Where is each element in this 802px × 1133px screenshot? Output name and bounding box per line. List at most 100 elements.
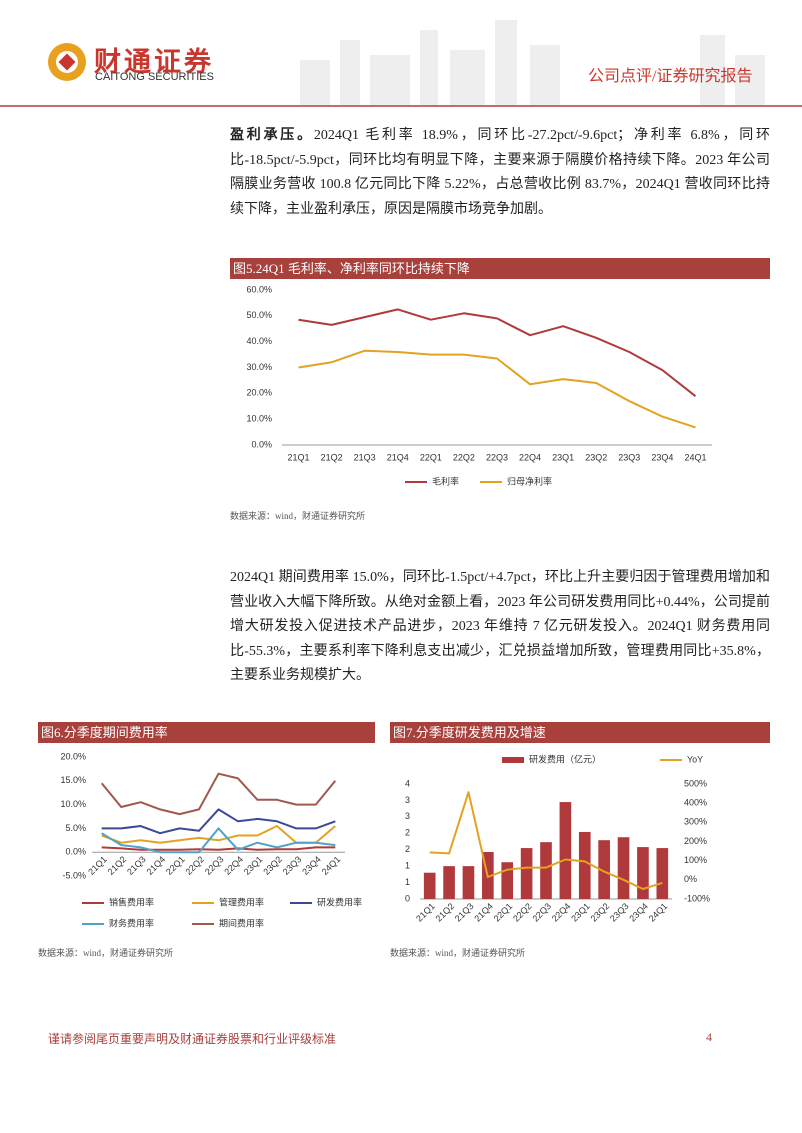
y-tick-label: 5.0% [65, 823, 86, 833]
series-line [298, 308, 697, 397]
x-tick-label: 23Q1 [569, 901, 592, 924]
legend-label: 管理费用率 [219, 896, 264, 907]
series-line [429, 791, 663, 890]
y-tick-label: -5.0% [62, 870, 86, 880]
disclaimer: 谨请参阅尾页重要声明及财通证券股票和行业评级标准 [48, 1032, 337, 1046]
legend-swatch [502, 757, 524, 763]
bar [501, 862, 514, 899]
x-tick-label: 24Q1 [320, 854, 343, 877]
legend-label: YoY [687, 754, 703, 764]
x-tick-label: 22Q4 [519, 452, 541, 462]
y-tick-label: 10.0% [246, 414, 272, 424]
chart-title: 图7.分季度研发费用及增速 [390, 722, 770, 743]
y-tick-label: 60.0% [246, 284, 272, 294]
y-tick-label: 0.0% [251, 439, 272, 449]
bar [617, 837, 630, 899]
x-tick-label: 22Q1 [164, 854, 187, 877]
x-tick-label: 23Q1 [552, 452, 574, 462]
y-tick-label: 50.0% [246, 310, 272, 320]
x-tick-label: 21Q3 [453, 901, 476, 924]
chart-title: 图5.24Q1 毛利率、净利率同环比持续下降 [230, 258, 770, 279]
y-tick-label: 3 [405, 795, 410, 805]
x-tick-label: 21Q2 [106, 854, 129, 877]
x-tick-label: 22Q1 [420, 452, 442, 462]
y-tick-label: 10.0% [60, 799, 86, 809]
page-number: 4 [706, 1030, 712, 1044]
y-tick-label: 1 [405, 861, 410, 871]
logo-cn: 财通证券 [94, 47, 214, 77]
source: 数据来源：wind，财通证券研究所 [390, 948, 526, 958]
x-tick-label: 23Q4 [627, 901, 650, 924]
x-tick-label: 23Q3 [281, 854, 304, 877]
x-tick-label: 23Q4 [651, 452, 673, 462]
x-tick-label: 22Q2 [183, 854, 206, 877]
x-tick-label: 23Q4 [300, 854, 323, 877]
x-tick-label: 22Q2 [511, 901, 534, 924]
x-tick-label: 22Q4 [222, 854, 245, 877]
series-line [101, 846, 336, 851]
bar [656, 848, 669, 899]
series-line [100, 772, 337, 816]
bar [540, 842, 552, 899]
x-tick-label: 23Q1 [242, 854, 265, 877]
y2-tick-label: -100% [684, 893, 710, 903]
x-tick-label: 21Q1 [86, 854, 109, 877]
logo-emblem [48, 43, 86, 81]
bar [559, 802, 572, 899]
x-tick-label: 23Q3 [618, 452, 640, 462]
y2-tick-label: 500% [684, 778, 707, 788]
source: 数据来源：wind，财通证券研究所 [38, 948, 174, 958]
series-line [101, 808, 336, 835]
legend-label: 研发费用率 [317, 896, 362, 907]
x-tick-label: 22Q2 [453, 452, 475, 462]
y-tick-label: 0.0% [65, 847, 86, 857]
x-tick-label: 21Q1 [414, 901, 437, 924]
x-tick-label: 22Q3 [486, 452, 508, 462]
lead: 盈利承压。 [230, 128, 314, 143]
x-tick-label: 23Q2 [589, 901, 612, 924]
x-tick-label: 21Q1 [288, 452, 310, 462]
y-tick-label: 20.0% [246, 388, 272, 398]
y2-tick-label: 0% [684, 874, 697, 884]
bar [423, 872, 436, 899]
source: 数据来源：wind，财通证券研究所 [230, 511, 366, 521]
logo-en: CAITONG SECURITIES [95, 71, 214, 83]
bar [462, 866, 475, 899]
y-tick-label: 2 [405, 828, 410, 838]
x-tick-label: 24Q1 [684, 452, 706, 462]
bar [443, 866, 455, 899]
y-tick-label: 3 [405, 811, 410, 821]
legend-label: 研发费用（亿元） [529, 753, 601, 764]
skyline [300, 20, 765, 105]
x-tick-label: 21Q4 [472, 901, 495, 924]
x-tick-label: 21Q3 [354, 452, 376, 462]
x-tick-label: 21Q2 [434, 901, 457, 924]
series-line [101, 827, 336, 854]
x-tick-label: 22Q4 [550, 901, 573, 924]
x-tick-label: 23Q2 [585, 452, 607, 462]
y2-tick-label: 100% [684, 855, 707, 865]
y-tick-label: 2 [405, 844, 410, 854]
legend-label: 毛利率 [432, 475, 459, 486]
y-tick-label: 4 [405, 778, 410, 788]
y-tick-label: 15.0% [60, 775, 86, 785]
x-tick-label: 23Q3 [608, 901, 631, 924]
legend-label: 期间费用率 [219, 917, 264, 928]
x-tick-label: 22Q1 [492, 901, 515, 924]
x-tick-label: 21Q4 [387, 452, 409, 462]
y-tick-label: 1 [405, 877, 410, 887]
y-tick-label: 20.0% [60, 751, 86, 761]
x-tick-label: 21Q2 [321, 452, 343, 462]
report-type: 公司点评/证券研究报告 [588, 68, 753, 85]
legend-label: 财务费用率 [109, 917, 154, 928]
text: 2024Q1 毛利率 18.9%，同环比-27.2pct/-9.6pct；净利率… [230, 128, 771, 217]
legend-label: 归母净利率 [507, 475, 552, 486]
x-tick-label: 24Q1 [647, 901, 670, 924]
x-tick-label: 21Q3 [125, 854, 148, 877]
bar [578, 831, 591, 899]
paragraph: 盈利承压。2024Q1 毛利率 18.9%，同环比-27.2pct/-9.6pc… [230, 124, 770, 222]
y2-tick-label: 400% [684, 798, 707, 808]
y2-tick-label: 200% [684, 836, 707, 846]
y-tick-label: 40.0% [246, 336, 272, 346]
